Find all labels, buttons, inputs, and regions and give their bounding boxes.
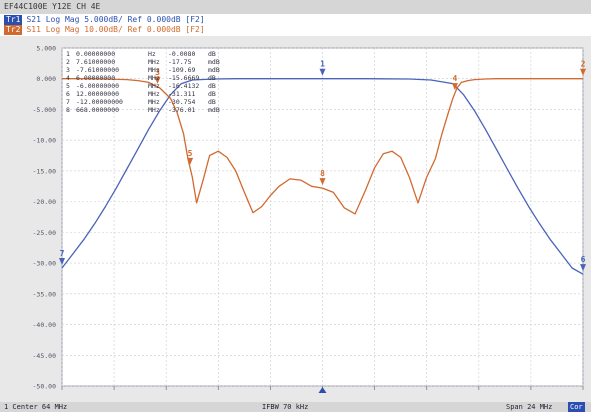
- marker-table-cell: -17.75: [168, 58, 192, 66]
- correction-badge: Cor: [568, 402, 585, 412]
- y-tick-label: -25.00: [33, 229, 57, 237]
- y-tick-label: -50.00: [33, 383, 57, 391]
- marker-1-label: 1: [320, 60, 325, 69]
- y-tick-label: -30.00: [33, 260, 57, 268]
- marker-table-cell: Hz: [148, 50, 156, 58]
- marker-table-cell: -6.00000000: [76, 82, 119, 90]
- marker-3-label: 3: [155, 68, 160, 77]
- marker-table-cell: MHz: [148, 106, 160, 114]
- marker-table-cell: -15.6669: [168, 74, 199, 82]
- marker-table-cell: 668.0000000: [76, 106, 119, 114]
- marker-7-triangle: [59, 258, 65, 266]
- y-tick-label: -20.00: [33, 198, 57, 206]
- trace-1-line[interactable]: Tr1 S21 Log Mag 5.000dB/ Ref 0.000dB [F2]: [4, 15, 205, 25]
- marker-5-triangle: [187, 157, 194, 165]
- y-tick-label: 0.000: [36, 75, 56, 83]
- span-readout[interactable]: Span 24 MHz: [506, 403, 553, 411]
- y-tick-label: -15.00: [33, 167, 57, 175]
- y-tick-label: -45.00: [33, 352, 57, 360]
- marker-table-cell: MHz: [148, 66, 160, 74]
- y-tick-label: -5.000: [33, 106, 57, 114]
- marker-table-cell: MHz: [148, 58, 160, 66]
- marker-table-cell: MHz: [148, 98, 160, 106]
- marker-table-cell: 4: [66, 74, 70, 82]
- marker-6-triangle: [580, 264, 586, 272]
- marker-table-cell: MHz: [148, 74, 160, 82]
- center-frequency-pointer: [318, 387, 327, 393]
- marker-table-cell: -109.69: [168, 66, 195, 74]
- trace-2-tag[interactable]: Tr2: [4, 25, 23, 35]
- y-tick-label: -40.00: [33, 321, 57, 329]
- marker-3-triangle: [154, 76, 161, 84]
- marker-table-cell: MHz: [148, 90, 160, 98]
- marker-table-cell: -12.00000000: [76, 98, 123, 106]
- series-line-s11: [62, 78, 583, 215]
- marker-1-triangle: [319, 68, 326, 76]
- trace-2-line[interactable]: Tr2 S11 Log Mag 10.00dB/ Ref 0.000dB [F2]: [4, 25, 205, 35]
- marker-table-cell: dB: [208, 82, 216, 90]
- marker-table: 1 0.00000000 Hz -0.0080 dB 2 7.61000000 MHz -17.…: [66, 50, 220, 114]
- marker-table-cell: dB: [208, 98, 216, 106]
- y-tick-label: -10.00: [33, 137, 57, 145]
- trace-1-tag[interactable]: Tr1: [4, 15, 23, 25]
- marker-table-cell: -30.754: [168, 98, 195, 106]
- trace-header: Tr1 S21 Log Mag 5.000dB/ Ref 0.000dB [F2]…: [0, 14, 591, 36]
- ifbw-readout[interactable]: IFBW 70 kHz: [262, 403, 309, 411]
- marker-table-cell: 12.00000000: [76, 90, 119, 98]
- plot-area: 5.000 0.000 -5.000 -10.00 -15.00 -20.00 -25.00…: [0, 36, 591, 402]
- marker-8-label: 8: [320, 169, 325, 178]
- y-tick-label: 5.000: [36, 45, 56, 53]
- marker-4-triangle: [451, 83, 458, 91]
- marker-7-label: 7: [60, 249, 65, 258]
- marker-table-cell: MHz: [148, 82, 160, 90]
- marker-8-triangle: [319, 178, 326, 186]
- marker-table-cell: 8: [66, 106, 70, 114]
- title-bar: EF44C100E Y12E CH 4E: [0, 0, 591, 14]
- marker-table-cell: 7: [66, 98, 70, 106]
- x-axis-ticks: [61, 386, 584, 393]
- marker-table-cell: 2: [66, 58, 70, 66]
- marker-table-cell: -31.311: [168, 90, 195, 98]
- marker-5-label: 5: [188, 149, 193, 158]
- marker-table-cell: dB: [208, 90, 216, 98]
- y-tick-label: -35.00: [33, 290, 57, 298]
- trace-1-setting: S21 Log Mag 5.000dB/ Ref 0.000dB [F2]: [26, 15, 205, 24]
- marker-table-cell: 1: [66, 50, 70, 58]
- series-line-s21: [61, 78, 584, 275]
- marker-table-cell: 6.00000000: [76, 74, 115, 82]
- center-frequency[interactable]: 1 Center 64 MHz: [4, 403, 68, 411]
- window-title: EF44C100E Y12E CH 4E: [4, 2, 101, 11]
- trace-2-setting: S11 Log Mag 10.00dB/ Ref 0.000dB [F2]: [26, 25, 205, 34]
- marker-table-cell: 5: [66, 82, 70, 90]
- marker-table-cell: -7.61000000: [76, 66, 119, 74]
- marker-table-cell: 7.61000000: [76, 58, 115, 66]
- marker-table-cell: dB: [208, 50, 216, 58]
- status-bar: 1 Center 64 MHz IFBW 70 kHz Span 24 MHz …: [0, 402, 591, 412]
- marker-4-label: 4: [453, 74, 458, 83]
- marker-table-cell: 0.00000000: [76, 50, 115, 58]
- marker-table-cell: mdB: [208, 106, 220, 114]
- marker-table-cell: -376.01: [168, 106, 195, 114]
- marker-table-cell: -0.0080: [168, 50, 195, 58]
- marker-table-cell: -16.4132: [168, 82, 199, 90]
- marker-table-cell: dB: [208, 74, 216, 82]
- marker-table-cell: 6: [66, 90, 70, 98]
- y-axis-labels: 5.000 0.000 -5.000 -10.00 -15.00 -20.00 -25.00…: [33, 45, 57, 391]
- marker-table-cell: 3: [66, 66, 70, 74]
- marker-6-label: 6: [581, 255, 586, 264]
- marker-table-cell: mdB: [208, 58, 220, 66]
- marker-2-triangle: [580, 68, 586, 76]
- marker-table-cell: mdB: [208, 66, 220, 74]
- series-layer: [61, 78, 584, 275]
- marker-2-label: 2: [581, 60, 586, 69]
